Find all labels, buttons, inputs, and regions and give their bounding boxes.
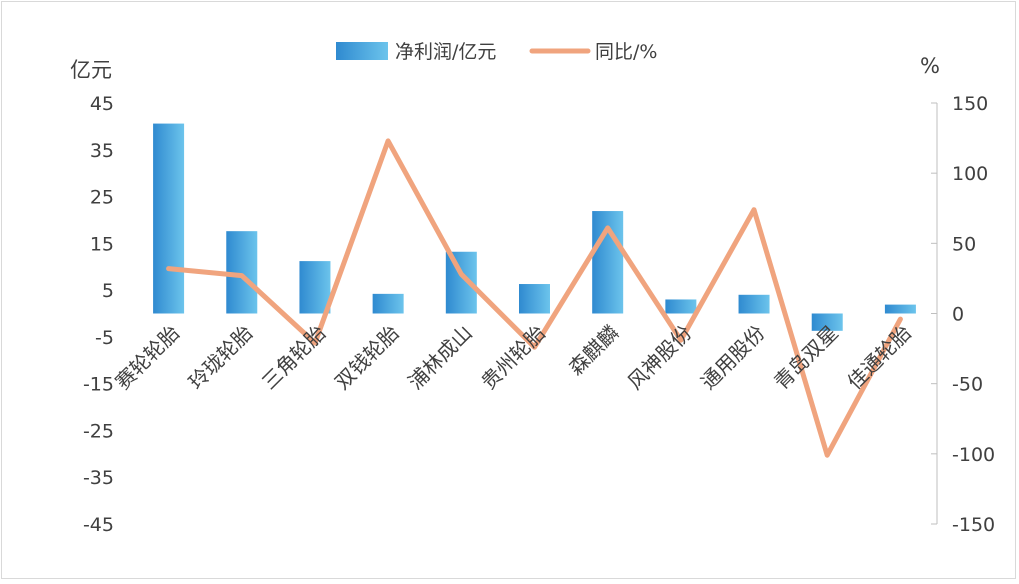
y-left-tick-label: -5 — [95, 327, 114, 349]
yoy-line — [166, 138, 903, 458]
y-right-ticks: 150 100 50 0 -50 -100 -150 — [931, 93, 995, 536]
bar — [811, 313, 843, 331]
y-left-tick-label: -35 — [83, 467, 114, 489]
category-label: 通用股份 — [696, 321, 770, 395]
y-right-tick-label: -150 — [952, 514, 995, 536]
legend: 净利润/亿元 同比/% — [336, 41, 657, 63]
bar — [665, 299, 697, 314]
y-right-tick-label: 100 — [952, 163, 988, 185]
category-label: 风神股份 — [623, 321, 697, 395]
legend-line-label: 同比/% — [595, 41, 657, 63]
category-label: 浦林成山 — [403, 321, 477, 395]
category-label: 佳通轮胎 — [842, 321, 916, 395]
bar — [372, 293, 404, 314]
bar — [299, 261, 331, 314]
y-left-tick-label: 35 — [90, 140, 114, 162]
y-right-unit: % — [920, 54, 940, 78]
y-left-tick-label: -15 — [83, 374, 114, 396]
y-left-tick-label: -25 — [83, 420, 114, 442]
y-left-tick-label: 15 — [90, 233, 114, 255]
y-right-tick-label: -100 — [952, 444, 995, 466]
legend-bar-label: 净利润/亿元 — [395, 41, 496, 63]
y-right-tick-label: -50 — [952, 374, 983, 396]
y-right-tick-label: 150 — [952, 93, 988, 115]
y-left-tick-label: 45 — [90, 93, 114, 115]
category-label: 森麒麟 — [564, 321, 623, 380]
bar — [738, 294, 770, 314]
y-left-unit: 亿元 — [70, 58, 112, 82]
category-labels: 赛轮轮胎 玲珑轮胎 三角轮胎 双钱轮胎 浦林成山 贵州轮胎 森麒麟 风神股份 通用股份 青岛双星佳… — [111, 321, 916, 395]
bar — [519, 284, 550, 314]
y-right-tick-label: 0 — [952, 304, 964, 326]
bar — [153, 123, 185, 314]
y-right-tick-label: 50 — [952, 233, 976, 255]
legend-bar-swatch — [336, 42, 388, 60]
category-label: 赛轮轮胎 — [111, 321, 185, 395]
category-label: 贵州轮胎 — [476, 321, 550, 395]
category-label: 双钱轮胎 — [330, 321, 404, 395]
y-left-ticks: 45 35 25 15 5 -5 -15 -25 -35 -45 — [83, 93, 114, 536]
y-left-tick-label: 25 — [90, 187, 114, 209]
category-label: 三角轮胎 — [257, 321, 331, 395]
bar — [884, 304, 916, 314]
y-left-tick-label: 5 — [102, 280, 114, 302]
category-label: 玲珑轮胎 — [184, 321, 258, 395]
y-left-tick-label: -45 — [83, 514, 114, 536]
